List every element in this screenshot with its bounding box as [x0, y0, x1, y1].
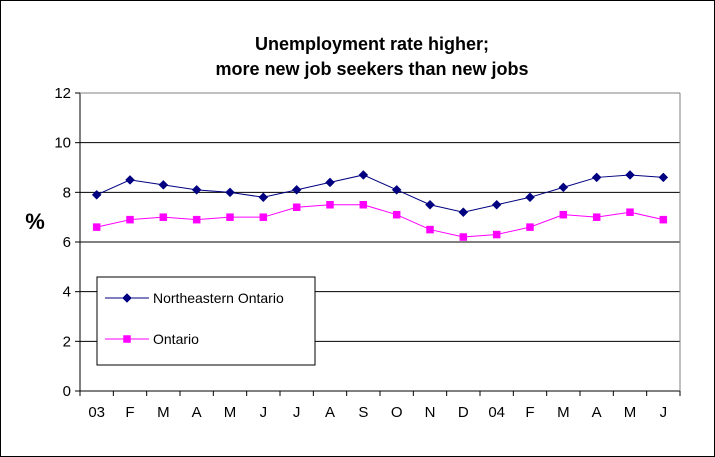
data-point	[91, 189, 102, 200]
data-point	[425, 199, 435, 210]
y-axis-label: %	[25, 209, 45, 234]
data-point	[426, 225, 434, 234]
y-tick-label: 10	[54, 135, 71, 152]
legend-swatch-marker	[123, 335, 131, 343]
chart-title-line-2: more new job seekers than new jobs	[215, 59, 528, 79]
data-point	[192, 215, 201, 224]
data-point	[158, 180, 169, 190]
x-tick-label: J	[293, 404, 301, 421]
data-point	[625, 170, 635, 180]
y-tick-label: 2	[63, 333, 71, 350]
data-point	[125, 175, 135, 185]
data-point	[191, 184, 202, 195]
data-point	[392, 210, 401, 219]
x-tick-label: M	[224, 404, 237, 421]
legend-swatch-marker	[122, 293, 132, 303]
chart-title-line-1: Unemployment rate higher;	[255, 34, 489, 54]
data-point	[459, 233, 468, 241]
x-tick-label: 03	[88, 404, 105, 421]
data-point	[226, 213, 234, 221]
x-tick-label: F	[125, 404, 134, 421]
data-point	[358, 170, 369, 180]
data-point	[292, 203, 301, 211]
y-tick-label: 4	[63, 284, 71, 301]
x-tick-label: S	[358, 404, 368, 421]
legend-box	[96, 276, 316, 366]
legend-item: Northeastern Ontario	[105, 290, 284, 306]
data-point	[526, 223, 534, 231]
x-tick-label: A	[192, 404, 202, 421]
y-tick-label: 0	[63, 383, 71, 400]
series-line	[96, 204, 664, 238]
y-tick-label: 12	[54, 85, 71, 102]
data-point	[126, 215, 134, 224]
data-point	[626, 208, 634, 216]
data-point	[458, 207, 469, 218]
x-tick-label: 04	[488, 404, 505, 421]
data-point	[159, 213, 168, 221]
y-axis-ticks: 0 2 4 6 8 10 12	[54, 85, 80, 400]
x-tick-label: A	[325, 404, 335, 421]
series-1	[91, 170, 669, 218]
series-layer	[91, 170, 669, 241]
x-tick-label: M	[157, 404, 170, 421]
x-tick-label: O	[391, 404, 403, 421]
data-point	[92, 223, 101, 231]
legend-label: Ontario	[153, 331, 199, 347]
legend-label: Northeastern Ontario	[153, 290, 284, 306]
chart-title: Unemployment rate higher; more new job s…	[215, 34, 528, 79]
data-point	[658, 172, 669, 183]
x-tick-label: N	[425, 404, 436, 421]
x-tick-label: J	[260, 404, 268, 421]
data-point	[525, 192, 535, 203]
data-point	[491, 199, 502, 210]
x-tick-label: M	[624, 404, 637, 421]
data-point	[559, 210, 568, 219]
data-point	[291, 184, 302, 195]
x-tick-label: J	[660, 404, 668, 421]
legend: Northeastern Ontario Ontario	[96, 276, 316, 366]
x-tick-label: A	[592, 404, 602, 421]
data-point	[591, 172, 602, 183]
y-tick-label: 6	[63, 234, 71, 251]
data-point	[225, 187, 235, 198]
x-tick-label: M	[557, 404, 570, 421]
data-point	[492, 230, 501, 239]
legend-item: Ontario	[105, 331, 199, 347]
data-point	[558, 182, 569, 193]
data-point	[359, 201, 368, 209]
x-tick-label: D	[458, 404, 469, 421]
x-axis-ticks: 03 F M A M J J A S O N D 04 F M A M J	[79, 391, 681, 421]
data-point	[592, 213, 601, 221]
series-line	[96, 174, 664, 213]
series-2	[92, 201, 668, 241]
data-point	[259, 213, 268, 221]
data-point	[326, 201, 334, 209]
data-point	[391, 184, 402, 195]
x-tick-label: F	[525, 404, 534, 421]
y-tick-label: 8	[63, 184, 71, 201]
data-point	[659, 215, 668, 224]
data-point	[258, 192, 269, 203]
data-point	[325, 177, 335, 188]
